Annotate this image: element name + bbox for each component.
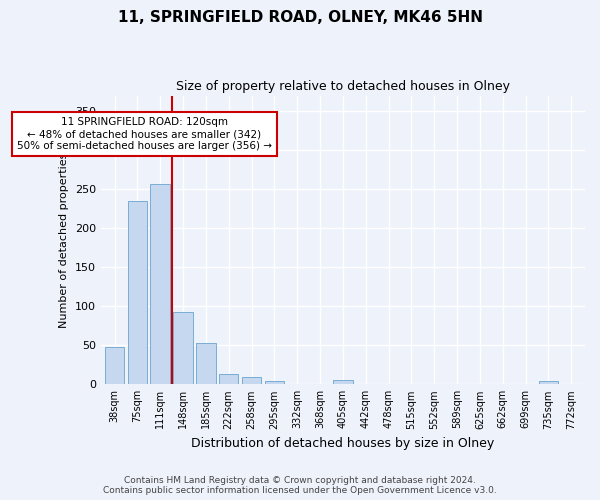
Bar <box>219 374 238 384</box>
Title: Size of property relative to detached houses in Olney: Size of property relative to detached ho… <box>176 80 510 93</box>
Bar <box>333 380 353 384</box>
Text: 11 SPRINGFIELD ROAD: 120sqm
← 48% of detached houses are smaller (342)
50% of se: 11 SPRINGFIELD ROAD: 120sqm ← 48% of det… <box>17 118 272 150</box>
Bar <box>128 201 147 384</box>
Bar <box>539 381 558 384</box>
Bar <box>151 184 170 384</box>
Text: Contains HM Land Registry data © Crown copyright and database right 2024.
Contai: Contains HM Land Registry data © Crown c… <box>103 476 497 495</box>
Y-axis label: Number of detached properties: Number of detached properties <box>59 152 69 328</box>
Bar <box>173 312 193 384</box>
Bar <box>242 378 261 384</box>
Bar <box>105 347 124 385</box>
Bar <box>196 343 215 384</box>
Text: 11, SPRINGFIELD ROAD, OLNEY, MK46 5HN: 11, SPRINGFIELD ROAD, OLNEY, MK46 5HN <box>118 10 482 25</box>
Bar <box>265 381 284 384</box>
X-axis label: Distribution of detached houses by size in Olney: Distribution of detached houses by size … <box>191 437 494 450</box>
